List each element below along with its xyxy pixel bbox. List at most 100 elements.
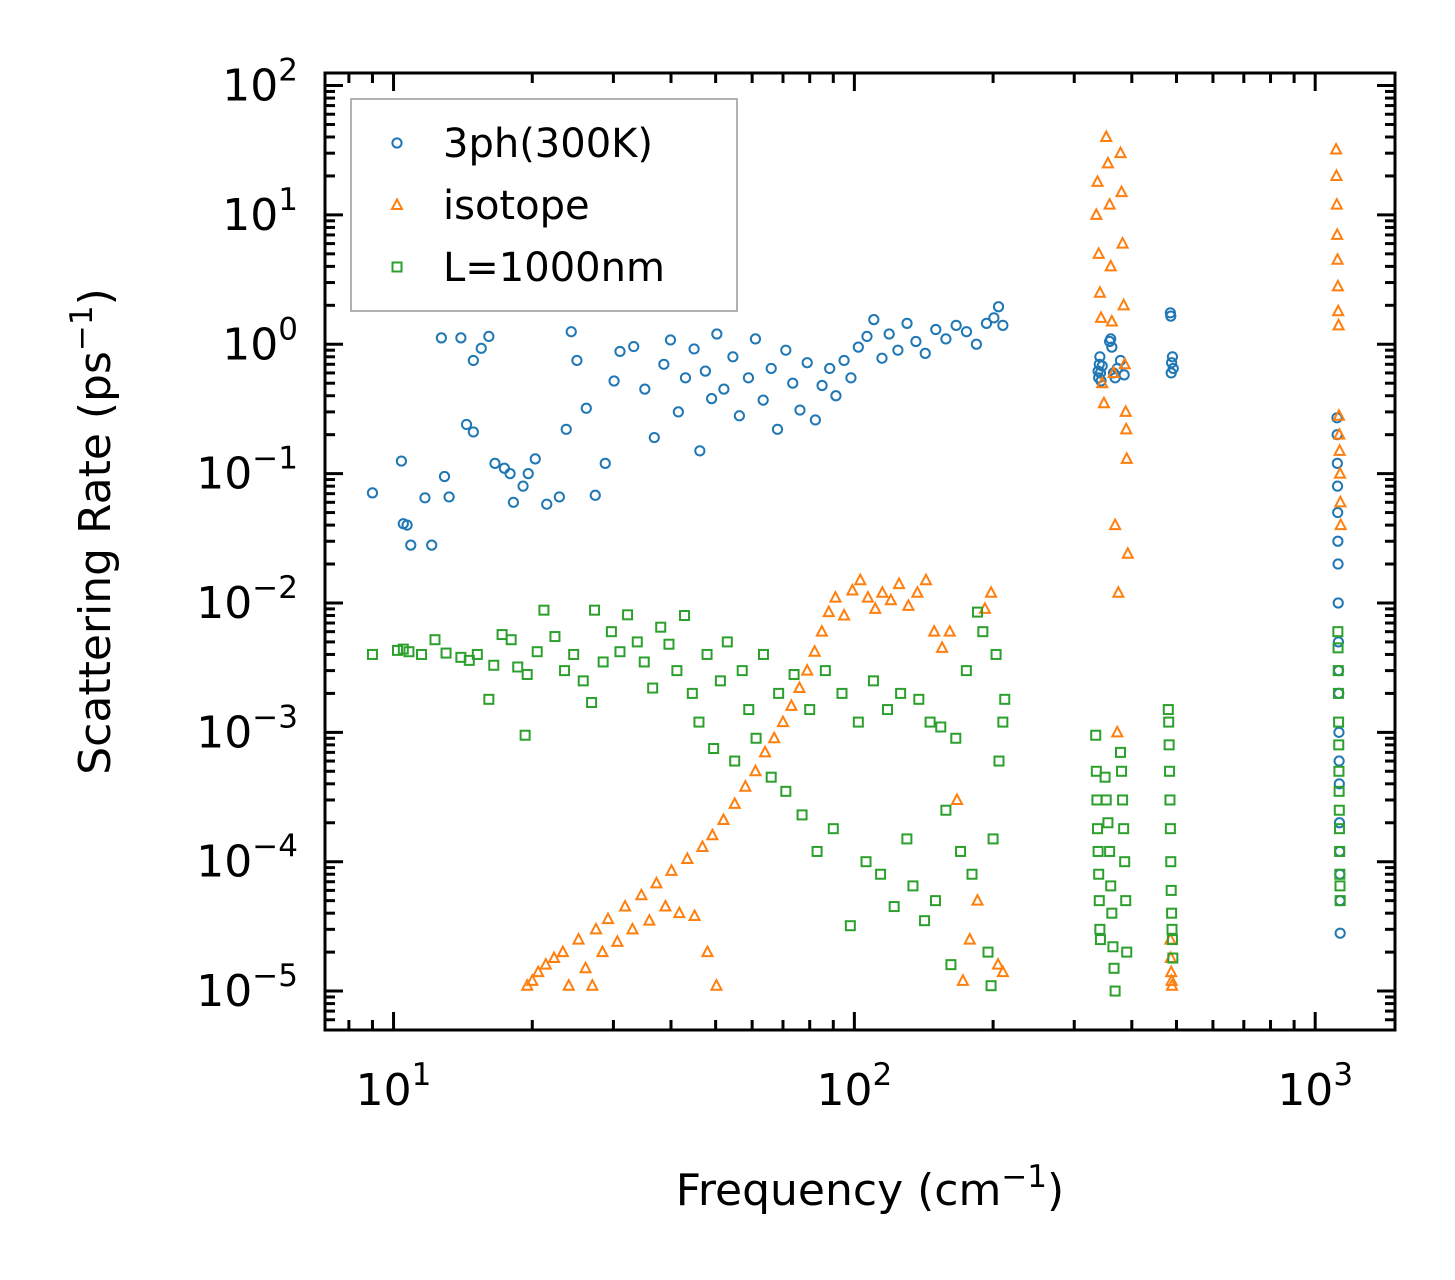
data-point (1090, 174, 1105, 187)
data-point (1091, 794, 1103, 806)
ticks (325, 73, 1395, 1030)
data-point (950, 732, 962, 744)
data-point (700, 944, 715, 958)
data-point (1333, 465, 1347, 479)
data-point (861, 589, 875, 603)
data-point (1332, 626, 1344, 638)
data-point (1090, 765, 1102, 777)
data-point (366, 487, 379, 499)
data-point (970, 892, 985, 906)
data-point (773, 687, 785, 699)
data-point (804, 704, 816, 716)
legend-label: isotope (443, 183, 590, 229)
data-point (577, 675, 589, 687)
data-point (960, 665, 972, 677)
data-point (628, 340, 640, 353)
data-point (403, 646, 415, 658)
legend-box (350, 98, 738, 312)
data-point (647, 682, 659, 694)
data-point (1332, 636, 1345, 648)
data-point (910, 335, 922, 348)
data-point (1100, 794, 1112, 806)
series-layer (366, 129, 1348, 997)
data-point (1116, 765, 1128, 777)
data-point (638, 656, 650, 668)
data-point (895, 687, 907, 699)
data-point (601, 911, 615, 925)
legend-marker-circle-icon (391, 137, 403, 149)
data-point (475, 342, 487, 354)
data-point (824, 362, 836, 375)
legend-label: 3ph(300K) (443, 121, 653, 167)
data-point (727, 351, 739, 363)
data-point (827, 823, 839, 835)
data-point (634, 887, 649, 901)
data-point (955, 845, 967, 857)
legend-label: L=1000nm (443, 245, 665, 291)
data-point (610, 934, 625, 947)
data-point (405, 539, 417, 551)
data-point (687, 908, 702, 922)
data-point (658, 358, 670, 370)
data-point (585, 978, 599, 991)
data-point (663, 638, 675, 650)
data-point (927, 624, 941, 637)
data-point (1333, 755, 1345, 767)
data-point (1165, 884, 1177, 896)
data-point (559, 665, 571, 677)
data-point (440, 647, 452, 659)
data-point (1332, 665, 1344, 677)
data-point (686, 687, 698, 699)
y-tick-label: 101 (222, 182, 298, 241)
data-point (980, 317, 993, 329)
data-point (1121, 946, 1133, 958)
data-point (749, 333, 762, 345)
data-point (822, 604, 836, 618)
data-point (664, 334, 677, 346)
data-point (852, 341, 864, 353)
data-point (1333, 716, 1345, 728)
y-tick-label: 10−3 (196, 699, 298, 758)
data-point (671, 665, 683, 677)
data-point (416, 648, 428, 660)
data-point (716, 812, 731, 826)
data-point (1331, 480, 1344, 492)
data-point (1331, 278, 1345, 292)
data-point (950, 319, 962, 331)
data-point (549, 631, 561, 643)
data-point (875, 868, 887, 880)
data-point (618, 898, 632, 912)
data-point (930, 323, 942, 336)
data-point (860, 856, 872, 868)
data-point (489, 457, 501, 469)
data-point (1166, 357, 1178, 369)
data-point (960, 326, 973, 338)
data-point (830, 390, 842, 402)
data-point (861, 330, 873, 343)
data-point (1092, 823, 1104, 835)
y-tick-label: 10−2 (196, 570, 298, 629)
data-point (743, 704, 755, 716)
data-point (853, 572, 867, 586)
data-point (776, 714, 790, 728)
data-point (467, 426, 479, 438)
data-point (401, 519, 413, 531)
data-point (1113, 145, 1128, 159)
data-point (556, 944, 570, 958)
data-point (525, 973, 539, 986)
series-l-1000nm (366, 604, 1346, 997)
x-tick-label: 102 (817, 1057, 893, 1116)
data-point (1106, 341, 1118, 353)
data-point (1097, 395, 1111, 409)
data-point (721, 636, 733, 648)
legend-marker-triangle-icon (390, 197, 404, 210)
data-point (496, 629, 508, 641)
data-point (1333, 494, 1348, 508)
data-point (1334, 868, 1346, 880)
data-point (1331, 317, 1346, 331)
data-point (919, 347, 931, 359)
data-point (1331, 303, 1345, 317)
data-point (987, 833, 999, 845)
data-point (736, 665, 748, 677)
data-point (519, 729, 531, 741)
